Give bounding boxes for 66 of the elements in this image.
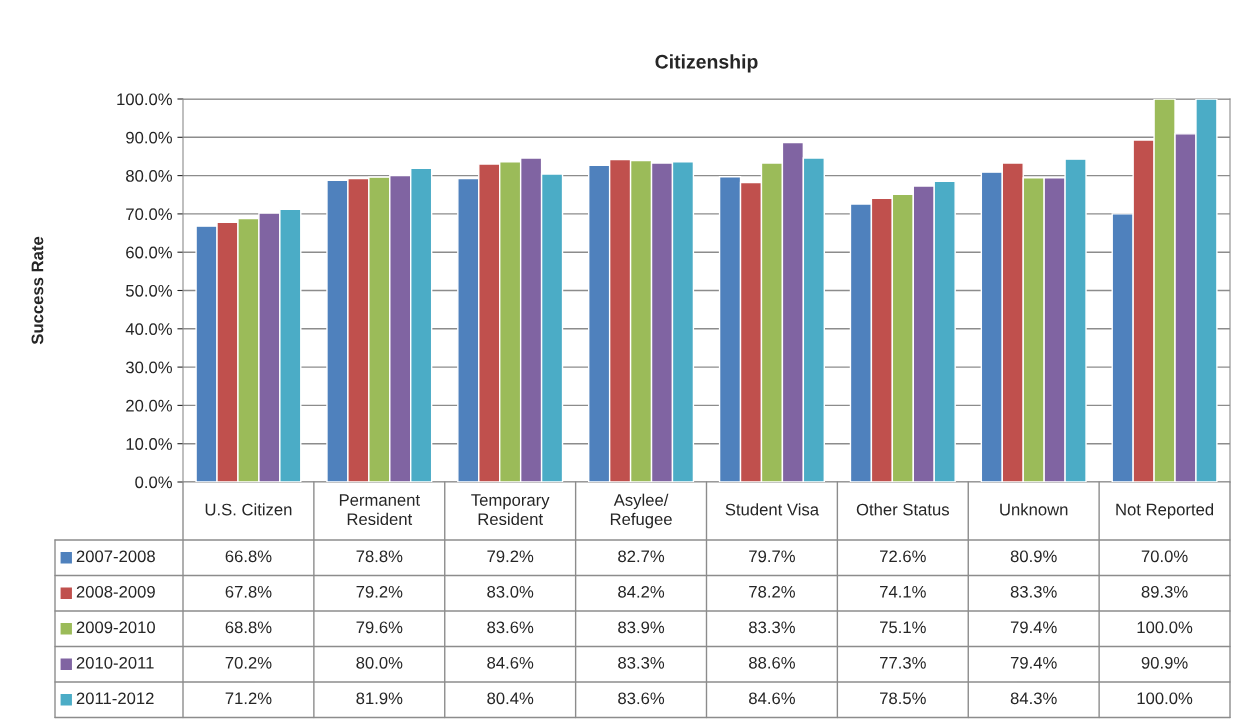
data-label: 84.6% — [749, 692, 795, 705]
x-tick-label: Other Status — [856, 503, 949, 516]
legend-label: 2007-2008 — [76, 550, 155, 563]
data-label: 80.0% — [356, 656, 403, 669]
legend-label: 2010-2011 — [76, 656, 154, 669]
x-tick-label: Not Reported — [1116, 503, 1214, 519]
data-label: 88.6% — [749, 656, 795, 669]
data-label: 90.9% — [1141, 656, 1188, 669]
y-tick-label: 20.0% — [126, 399, 172, 412]
data-label: 84.2% — [618, 585, 665, 598]
data-label: 66.8% — [225, 550, 272, 563]
legend-label: 2011-2012 — [76, 692, 154, 705]
y-tick-label: 10.0% — [126, 438, 172, 450]
data-label: 100.0% — [1137, 692, 1193, 705]
data-label: 79.4% — [1010, 656, 1057, 669]
x-tick-label: U.S. Citizen — [205, 503, 292, 516]
y-tick-label: 90.0% — [126, 131, 172, 144]
data-label: 79.7% — [749, 550, 795, 563]
x-tick-label: Student Visa — [725, 503, 820, 516]
y-tick-label: 30.0% — [125, 361, 172, 374]
data-label: 70.0% — [1141, 550, 1188, 563]
y-tick-label: 40.0% — [125, 323, 172, 335]
data-label: 74.1% — [880, 585, 926, 598]
data-label: 77.3% — [880, 656, 926, 669]
data-label: 78.8% — [356, 550, 403, 563]
data-label: 84.3% — [1010, 692, 1057, 705]
data-label: 71.2% — [225, 692, 272, 705]
data-label: 83.6% — [487, 621, 534, 634]
legend-label: 2009-2010 — [76, 621, 155, 634]
y-axis-title: Success Rate — [31, 236, 44, 345]
data-label: 83.3% — [618, 656, 665, 669]
x-tick-label: Asylee/ Refugee — [610, 493, 672, 529]
y-tick-label: 80.0% — [126, 170, 172, 182]
x-tick-label: Unknown — [1000, 503, 1068, 516]
legend-label: 2008-2009 — [76, 585, 155, 598]
data-label: 79.6% — [356, 621, 403, 634]
data-label: 79.4% — [1010, 621, 1057, 634]
data-label: 81.9% — [356, 692, 403, 705]
data-label: 80.9% — [1010, 550, 1057, 563]
data-label: 68.8% — [225, 621, 272, 634]
data-label: 79.2% — [487, 550, 534, 563]
data-label: 75.1% — [880, 621, 926, 634]
x-tick-label: Temporary Resident — [471, 494, 550, 526]
data-label: 83.9% — [618, 621, 665, 634]
data-label: 70.2% — [225, 656, 272, 669]
y-tick-label: 0.0% — [135, 476, 172, 489]
data-label: 83.3% — [749, 621, 795, 634]
y-tick-label: 50.0% — [125, 284, 172, 297]
data-label: 72.6% — [880, 550, 926, 563]
y-tick-label: 60.0% — [126, 246, 172, 259]
data-label: 80.4% — [487, 692, 534, 705]
data-label: 82.7% — [618, 550, 665, 563]
data-label: 83.0% — [487, 585, 534, 598]
data-label: 89.3% — [1141, 585, 1188, 598]
data-label: 100.0% — [1137, 621, 1193, 634]
data-label: 78.2% — [749, 585, 795, 598]
y-tick-label: 70.0% — [126, 208, 172, 221]
data-label: 84.6% — [487, 656, 534, 669]
x-tick-label: Permanent Resident — [339, 494, 420, 526]
chart-title: Citizenship — [655, 54, 758, 73]
data-label: 83.6% — [618, 692, 665, 705]
data-label: 78.5% — [880, 692, 926, 705]
data-label: 83.3% — [1010, 585, 1057, 598]
data-label: 79.2% — [356, 585, 403, 598]
data-label: 67.8% — [225, 585, 272, 598]
y-tick-label: 100.0% — [117, 93, 172, 106]
